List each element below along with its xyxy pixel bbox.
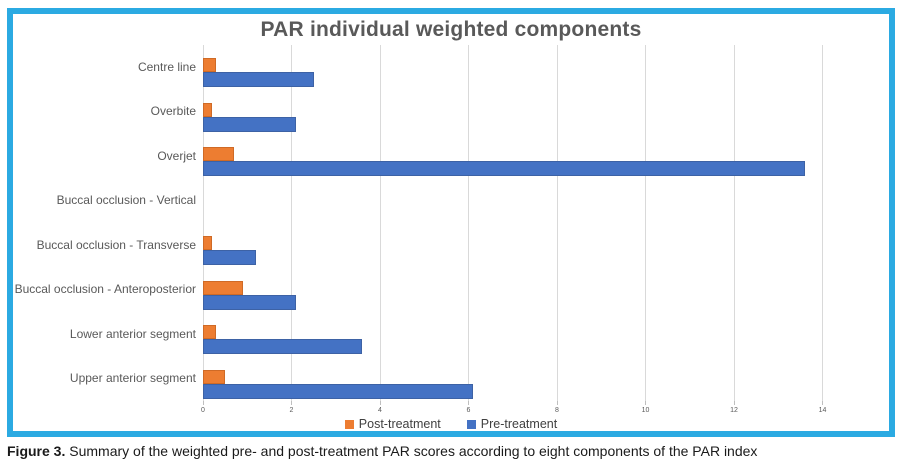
axis-tick-label: 12 — [730, 407, 738, 414]
category-label: Overjet — [157, 148, 196, 163]
bar-row — [203, 90, 880, 135]
bar-row — [203, 45, 880, 90]
axis-tick — [645, 401, 647, 405]
category-label: Overbite — [150, 104, 196, 119]
bar-row — [203, 357, 880, 402]
gridline — [379, 45, 381, 401]
axis-tick-label: 2 — [289, 407, 294, 414]
bar-pre-treatment — [203, 383, 473, 399]
category-label: Centre line — [137, 59, 196, 74]
axis-tick — [822, 401, 824, 405]
legend-label-post-treatment: Post-treatment — [358, 417, 441, 431]
bar-post-treatment — [203, 280, 243, 295]
axis-tick-label: 6 — [466, 407, 471, 414]
category-axis: Centre line Overbite Overjet Buccal occlusi… — [13, 45, 196, 401]
bar-post-treatment — [203, 325, 217, 339]
category-label: Buccal occlusion - Vertical — [56, 193, 196, 208]
category-label: Buccal occlusion - Transverse — [36, 237, 196, 252]
gridline — [556, 45, 558, 401]
axis-tick-label: 0 — [201, 407, 205, 414]
legend-label-pre-treatment: Pre-treatment — [480, 417, 558, 431]
axis-tick — [468, 401, 470, 405]
bar-post-treatment — [203, 369, 226, 384]
gridline — [822, 45, 824, 401]
bar-post-treatment — [203, 102, 212, 117]
bar-row — [203, 312, 880, 357]
axis-tick — [556, 401, 558, 405]
figure-caption-text: Summary of the weighted pre- and post-tr… — [69, 443, 758, 459]
bar-pre-treatment — [203, 339, 363, 354]
axis-tick — [291, 401, 293, 405]
gridline — [291, 45, 293, 401]
bar-pre-treatment — [203, 72, 314, 87]
category-label: Lower anterior segment — [69, 326, 196, 341]
bar-row — [203, 223, 880, 268]
bar-post-treatment — [203, 58, 217, 72]
figure-caption-label: Figure 3. — [7, 443, 66, 459]
axis-tick-label: 8 — [555, 407, 559, 414]
legend-swatch-pre-treatment — [466, 419, 476, 429]
plot-area — [203, 45, 880, 401]
bar-row — [203, 134, 880, 179]
bar-pre-treatment — [203, 294, 296, 310]
legend-item-pre-treatment: Pre-treatment — [466, 417, 558, 431]
bar-post-treatment — [203, 236, 212, 250]
bar-pre-treatment — [203, 161, 805, 176]
axis-tick-label: 14 — [818, 407, 827, 414]
category-label: Upper anterior segment — [69, 371, 196, 386]
axis-tick-label: 4 — [378, 407, 382, 414]
gridline — [733, 45, 735, 401]
bar-pre-treatment — [203, 250, 257, 265]
axis-tick-label: 10 — [641, 407, 650, 414]
gridline — [203, 45, 204, 401]
gridline — [645, 45, 647, 401]
chart-title: PAR individual weighted components — [260, 18, 642, 41]
axis-tick — [379, 401, 381, 405]
bar-post-treatment — [203, 147, 234, 161]
axis-tick — [733, 401, 735, 405]
legend-item-post-treatment: Post-treatment — [344, 417, 441, 431]
axis-tick — [203, 401, 204, 405]
legend-swatch-post-treatment — [344, 419, 354, 429]
category-label: Buccal occlusion - Anteroposterior — [14, 282, 196, 297]
figure-caption: Figure 3. Summary of the weighted pre- a… — [7, 443, 757, 459]
value-axis: 0 2 4 6 8 10 12 14 — [201, 401, 880, 417]
bar-pre-treatment — [203, 116, 296, 132]
par-chart-figure: PAR individual weighted components Centr… — [7, 8, 895, 437]
bar-row — [203, 179, 880, 224]
legend: Post-treatment Pre-treatment — [13, 417, 889, 431]
bar-row — [203, 268, 880, 313]
gridline — [468, 45, 470, 401]
